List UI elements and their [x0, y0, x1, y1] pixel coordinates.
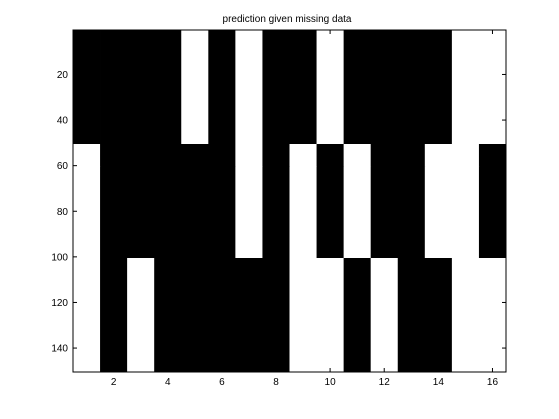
heatmap-cell-band1-col1 — [73, 30, 101, 145]
heatmap-cell-band2-col10 — [316, 144, 345, 168]
x-tick-label: 4 — [165, 377, 171, 388]
y-axis: 20 40 60 80 100 120 140 — [51, 70, 506, 355]
heatmap-cell-band3-col7 — [235, 166, 263, 259]
heatmap-cell-band4-col8 — [262, 258, 290, 373]
heatmap-cell-band3-col6 — [208, 166, 236, 259]
heatmap-cell-band2-col16 — [478, 144, 507, 168]
heatmap-cell-band2-col12 — [370, 144, 399, 168]
heatmap-cell-band3-col15 — [451, 166, 480, 259]
heatmap-cell-band2-col2 — [100, 144, 128, 168]
heatmap-cell-band1-col13 — [397, 30, 426, 145]
chart-title: prediction given missing data — [223, 14, 352, 25]
heatmap-cell-band1-col14 — [424, 30, 453, 145]
heatmap-cell-band1-col9 — [289, 30, 317, 145]
heatmap-cell-band2-col7 — [235, 144, 263, 168]
heatmap-cell-band1-col16 — [478, 30, 507, 145]
heatmap-cell-band2-col5 — [181, 144, 209, 168]
heatmap-cell-band4-col15 — [451, 258, 480, 373]
heatmap-cell-band4-col4 — [154, 258, 182, 373]
x-tick-label: 8 — [273, 377, 279, 388]
x-tick-label: 2 — [111, 377, 117, 388]
heatmap-cell-band4-col3 — [127, 258, 155, 373]
heatmap-cell-band3-col16 — [478, 166, 507, 259]
heatmap-cell-band3-col4 — [154, 166, 182, 259]
y-tick-label: 120 — [51, 298, 68, 309]
heatmap-cell-band3-col10 — [316, 166, 345, 259]
heatmap-cell-band2-col9 — [289, 144, 317, 168]
heatmap-cell-band4-col16 — [478, 258, 507, 373]
heatmap-cell-band4-col13 — [397, 258, 426, 373]
heatmap-cell-band3-col14 — [424, 166, 453, 259]
heatmap-cell-band1-col7 — [235, 30, 263, 145]
x-tick-label: 16 — [487, 377, 499, 388]
y-tick-label: 20 — [57, 70, 69, 81]
x-tick-label: 14 — [433, 377, 445, 388]
heatmap-cell-band3-col8 — [262, 166, 290, 259]
y-tick-label: 40 — [57, 116, 69, 127]
heatmap-cell-band2-col13 — [397, 144, 426, 168]
heatmap-cell-band4-col9 — [289, 258, 317, 373]
heatmap-cell-band1-col11 — [343, 30, 372, 145]
heatmap-cell-band4-col12 — [370, 258, 399, 373]
x-axis: 2 4 6 8 10 12 14 16 — [111, 30, 499, 388]
x-tick-label: 10 — [325, 377, 337, 388]
heatmap-cell-band1-col2 — [100, 30, 128, 145]
heatmap-cell-band2-col3 — [127, 144, 155, 168]
heatmap-cell-band4-col2 — [100, 258, 128, 373]
heatmap-cell-band1-col3 — [127, 30, 155, 145]
heatmap-cell-band1-col10 — [316, 30, 345, 145]
heatmap-cells — [73, 30, 507, 373]
heatmap-cell-band2-col15 — [451, 144, 480, 168]
x-tick-label: 12 — [379, 377, 391, 388]
heatmap-cell-band1-col4 — [154, 30, 182, 145]
heatmap-cell-band4-col6 — [208, 258, 236, 373]
heatmap-cell-band1-col8 — [262, 30, 290, 145]
y-tick-label: 60 — [57, 161, 69, 172]
heatmap-cell-band1-col12 — [370, 30, 399, 145]
heatmap-cell-band2-col11 — [343, 144, 372, 168]
y-tick-label: 80 — [57, 207, 69, 218]
heatmap-cell-band1-col15 — [451, 30, 480, 145]
heatmap-cell-band3-col2 — [100, 166, 128, 259]
heatmap-cell-band2-col8 — [262, 144, 290, 168]
y-tick-label: 100 — [51, 252, 68, 263]
heatmap-cell-band1-col5 — [181, 30, 209, 145]
heatmap-cell-band4-col14 — [424, 258, 453, 373]
heatmap-cell-band4-col11 — [343, 258, 372, 373]
heatmap-cell-band3-col3 — [127, 166, 155, 259]
heatmap-cell-band3-col12 — [370, 166, 399, 259]
heatmap-cell-band1-col6 — [208, 30, 236, 145]
heatmap-cell-band4-col7 — [235, 258, 263, 373]
heatmap-cell-band3-col5 — [181, 166, 209, 259]
heatmap-cell-band3-col11 — [343, 166, 372, 259]
heatmap-cell-band2-col14 — [424, 144, 453, 168]
heatmap-cell-band3-col13 — [397, 166, 426, 259]
y-tick-label: 140 — [51, 344, 68, 355]
heatmap-cell-band4-col10 — [316, 258, 345, 373]
heatmap-cell-band3-col9 — [289, 166, 317, 259]
x-tick-label: 6 — [219, 377, 225, 388]
heatmap-cell-band4-col5 — [181, 258, 209, 373]
heatmap-cell-band3-col1 — [73, 166, 101, 259]
heatmap-cell-band2-col6 — [208, 144, 236, 168]
heatmap-cell-band2-col4 — [154, 144, 182, 168]
axes-frame — [72, 29, 507, 373]
heatmap-cell-band2-col1 — [73, 144, 101, 168]
heatmap-cell-band4-col1 — [73, 258, 101, 373]
